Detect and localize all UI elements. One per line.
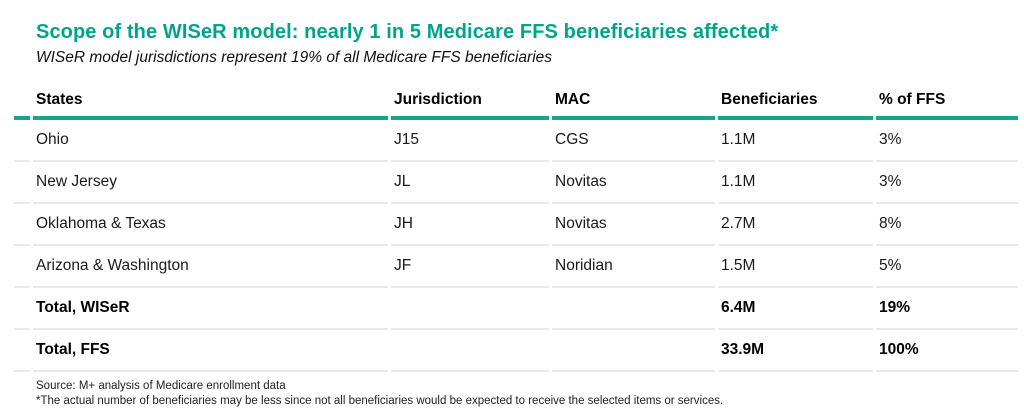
cell-pct-of-ffs: 5% [876,246,1018,288]
table-row-total-wiser: Total, WISeR 6.4M 19% [14,288,1018,330]
footer-block: Source: M+ analysis of Medicare enrollme… [36,379,1024,410]
header-block: Scope of the WISeR model: nearly 1 in 5 … [0,0,1024,68]
cell-states: Oklahoma & Texas [33,204,388,246]
spacer-cell [14,330,30,372]
cell-pct-of-ffs: 19% [876,288,1018,330]
table-row-ohio: Ohio J15 CGS 1.1M 3% [14,120,1018,162]
cell-jurisdiction [391,288,549,330]
spacer-header-cell [14,81,30,120]
cell-pct-of-ffs: 3% [876,120,1018,162]
page-subtitle: WISeR model jurisdictions represent 19% … [36,49,553,66]
column-header-beneficiaries: Beneficiaries [718,81,873,120]
cell-pct-of-ffs: 100% [876,330,1018,372]
cell-beneficiaries: 6.4M [718,288,873,330]
cell-beneficiaries: 1.1M [718,162,873,204]
cell-jurisdiction [391,330,549,372]
spacer-cell [14,288,30,330]
cell-mac: Noridian [552,246,715,288]
cell-pct-of-ffs: 3% [876,162,1018,204]
cell-jurisdiction: JF [391,246,549,288]
cell-states: Arizona & Washington [33,246,388,288]
table-row-new-jersey: New Jersey JL Novitas 1.1M 3% [14,162,1018,204]
cell-beneficiaries: 33.9M [718,330,873,372]
spacer-cell [14,246,30,288]
cell-beneficiaries: 2.7M [718,204,873,246]
cell-mac [552,288,715,330]
cell-states: Total, FFS [33,330,388,372]
column-header-jurisdiction: Jurisdiction [391,81,549,120]
cell-mac: Novitas [552,162,715,204]
spacer-cell [14,204,30,246]
cell-jurisdiction: JH [391,204,549,246]
cell-beneficiaries: 1.1M [718,120,873,162]
table-row-oklahoma-texas: Oklahoma & Texas JH Novitas 2.7M 8% [14,204,1018,246]
table-header-row: States Jurisdiction MAC Beneficiaries % … [14,81,1018,120]
spacer-cell [14,120,30,162]
cell-states: Total, WISeR [33,288,388,330]
cell-mac [552,330,715,372]
column-header-states: States [33,81,388,120]
cell-jurisdiction: J15 [391,120,549,162]
footnote-line: *The actual number of beneficiaries may … [36,395,724,408]
column-header-mac: MAC [552,81,715,120]
source-line: Source: M+ analysis of Medicare enrollme… [36,379,286,392]
cell-states: New Jersey [33,162,388,204]
table-row-arizona-washington: Arizona & Washington JF Noridian 1.5M 5% [14,246,1018,288]
cell-mac: CGS [552,120,715,162]
page-title: Scope of the WISeR model: nearly 1 in 5 … [36,21,779,43]
cell-mac: Novitas [552,204,715,246]
cell-jurisdiction: JL [391,162,549,204]
beneficiaries-table: States Jurisdiction MAC Beneficiaries % … [11,81,1021,372]
cell-states: Ohio [33,120,388,162]
cell-beneficiaries: 1.5M [718,246,873,288]
table-row-total-ffs: Total, FFS 33.9M 100% [14,330,1018,372]
column-header-pct-of-ffs: % of FFS [876,81,1018,120]
cell-pct-of-ffs: 8% [876,204,1018,246]
spacer-cell [14,162,30,204]
